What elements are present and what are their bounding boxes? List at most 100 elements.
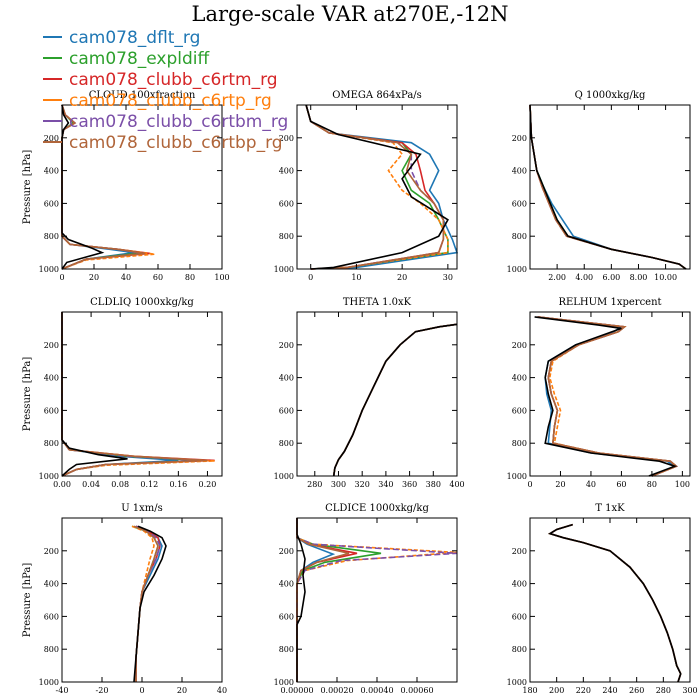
xtick-label: 10.00 bbox=[654, 273, 677, 282]
series-line-cam078_clubb_c6rtbp_rg-8 bbox=[548, 523, 682, 683]
series-line-cam078_clubb_c6rtbp_rg-6 bbox=[133, 525, 159, 682]
ytick-label: 200 bbox=[279, 547, 294, 556]
panel-title-3: CLDLIQ 1000xkg/kg bbox=[90, 297, 194, 308]
xtick-label: 30 bbox=[443, 273, 453, 282]
series-line-cam078_dflt_rg-4 bbox=[332, 323, 458, 477]
panel-title-1: OMEGA 864xPa/s bbox=[332, 90, 422, 101]
xtick-label: 6.00 bbox=[602, 273, 620, 282]
ytick-label: 600 bbox=[512, 199, 527, 208]
xtick-label: 0.00060 bbox=[400, 686, 433, 695]
series-line-cam078_clubb_c6rtm_rg-5 bbox=[537, 316, 678, 477]
series-line-reference-4 bbox=[332, 323, 458, 477]
ytick-label: 400 bbox=[279, 167, 294, 176]
xtick-label: 240 bbox=[602, 686, 617, 695]
xtick-label: 0.00 bbox=[53, 480, 71, 489]
series-line-cam078_clubb_c6rtbm_rg-4 bbox=[332, 323, 458, 477]
ytick-label: 400 bbox=[44, 374, 59, 383]
series-line-cam078_clubb_c6rtp_rg-7 bbox=[296, 518, 458, 682]
series-line-cam078_dflt_rg-5 bbox=[537, 316, 677, 477]
ytick-label: 800 bbox=[512, 232, 527, 241]
ytick-label: 600 bbox=[44, 199, 59, 208]
ytick-label: 600 bbox=[279, 406, 294, 415]
y-axis-label: Pressure [hPa] bbox=[22, 357, 33, 432]
legend-label-2: cam078_clubb_c6rtm_rg bbox=[69, 70, 278, 90]
figure-title: Large-scale VAR at270E,-12N bbox=[191, 2, 509, 26]
series-line-cam078_clubb_c6rtp_rg-5 bbox=[537, 316, 678, 477]
ytick-label: 400 bbox=[512, 167, 527, 176]
series-line-cam078_clubb_c6rtbm_rg-2 bbox=[529, 104, 687, 270]
ytick-label: 1000 bbox=[274, 678, 294, 687]
ytick-label: 600 bbox=[279, 612, 294, 621]
xtick-label: 8.00 bbox=[630, 273, 648, 282]
panel-title-0: CLOUD 100xfraction bbox=[89, 90, 196, 101]
ytick-label: 1000 bbox=[39, 678, 59, 687]
panel-title-7: CLDICE 1000xkg/kg bbox=[325, 503, 429, 514]
legend-label-3: cam078_clubb_c6rtp_rg bbox=[69, 91, 272, 111]
ytick-label: 200 bbox=[279, 341, 294, 350]
legend-label-5: cam078_clubb_c6rtbp_rg bbox=[69, 133, 283, 153]
xtick-label: 40 bbox=[217, 686, 227, 695]
ytick-label: 800 bbox=[512, 645, 527, 654]
xtick-label: 0 bbox=[139, 686, 144, 695]
xtick-label: 60 bbox=[153, 273, 163, 282]
ytick-label: 400 bbox=[512, 374, 527, 383]
ytick-label: 800 bbox=[512, 439, 527, 448]
xtick-label: 0.00020 bbox=[320, 686, 353, 695]
xtick-label: 200 bbox=[549, 686, 564, 695]
ytick-label: 400 bbox=[279, 374, 294, 383]
ytick-label: 400 bbox=[44, 167, 59, 176]
xtick-label: 0 bbox=[59, 273, 64, 282]
series-line-reference-2 bbox=[529, 104, 687, 270]
series-line-reference-7 bbox=[296, 518, 306, 682]
series-line-reference-1 bbox=[305, 104, 449, 270]
xtick-label: 4.00 bbox=[575, 273, 593, 282]
ytick-label: 400 bbox=[44, 580, 59, 589]
series-line-cam078_clubb_c6rtbm_rg-8 bbox=[548, 523, 682, 683]
series-line-cam078_clubb_c6rtm_rg-8 bbox=[548, 523, 682, 683]
ytick-label: 200 bbox=[44, 134, 59, 143]
ytick-label: 1000 bbox=[507, 678, 527, 687]
series-line-reference-6 bbox=[133, 525, 167, 683]
xtick-label: 0 bbox=[308, 273, 313, 282]
panel-title-5: RELHUM 1xpercent bbox=[558, 297, 661, 308]
ytick-label: 800 bbox=[279, 439, 294, 448]
xtick-label: 400 bbox=[449, 480, 464, 489]
ytick-label: 800 bbox=[44, 232, 59, 241]
ytick-label: 1000 bbox=[274, 472, 294, 481]
xtick-label: 100 bbox=[675, 480, 690, 489]
plot-frame-7 bbox=[296, 517, 458, 683]
series-line-cam078_clubb_c6rtm_rg-2 bbox=[529, 104, 687, 270]
plot-frame-3 bbox=[61, 311, 223, 477]
xtick-label: 0 bbox=[527, 480, 532, 489]
ytick-label: 1000 bbox=[39, 265, 59, 274]
ytick-label: 600 bbox=[512, 406, 527, 415]
xtick-label: 280 bbox=[307, 480, 322, 489]
xtick-label: 300 bbox=[682, 686, 697, 695]
xtick-label: 280 bbox=[656, 686, 671, 695]
series-line-cam078_expldiff-8 bbox=[548, 523, 682, 683]
ytick-label: 600 bbox=[44, 406, 59, 415]
series-line-cam078_clubb_c6rtbp_rg-1 bbox=[305, 104, 445, 270]
xtick-label: 260 bbox=[629, 686, 644, 695]
legend-label-4: cam078_clubb_c6rtbm_rg bbox=[69, 112, 288, 132]
xtick-label: 20 bbox=[177, 686, 187, 695]
series-line-cam078_expldiff-4 bbox=[332, 323, 458, 477]
ytick-label: 200 bbox=[512, 134, 527, 143]
series-line-cam078_clubb_c6rtp_rg-4 bbox=[332, 323, 458, 477]
ytick-label: 600 bbox=[279, 199, 294, 208]
series-line-cam078_clubb_c6rtbp_rg-5 bbox=[537, 316, 678, 477]
xtick-label: 0.00040 bbox=[360, 686, 393, 695]
ytick-label: 600 bbox=[512, 612, 527, 621]
ytick-label: 200 bbox=[44, 547, 59, 556]
series-line-reference-8 bbox=[548, 523, 682, 683]
ytick-label: 1000 bbox=[507, 472, 527, 481]
ytick-label: 600 bbox=[44, 612, 59, 621]
ytick-label: 800 bbox=[279, 645, 294, 654]
ytick-label: 400 bbox=[279, 580, 294, 589]
xtick-label: 300 bbox=[331, 480, 346, 489]
series-line-cam078_expldiff-2 bbox=[529, 104, 687, 270]
xtick-label: 40 bbox=[586, 480, 596, 489]
xtick-label: 0.16 bbox=[169, 480, 187, 489]
plot-frame-5 bbox=[529, 311, 691, 477]
